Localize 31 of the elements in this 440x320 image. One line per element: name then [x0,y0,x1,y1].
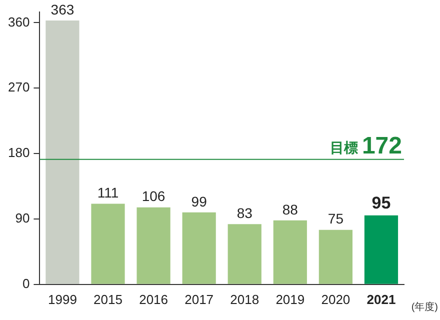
bar [136,207,170,284]
ref-line-label: 目標 172 [330,132,402,160]
y-tick-label: 90 [15,210,30,226]
bar [364,215,398,284]
x-tick-label: 2019 [276,292,305,307]
x-tick-label: 2020 [321,292,350,307]
x-tick-label: 2018 [230,292,260,307]
bar [91,204,125,284]
data-label: 99 [191,193,208,210]
x-tick-label: 2017 [184,292,214,307]
data-label: 83 [236,204,253,221]
data-label: 363 [50,1,74,18]
bar [182,212,216,284]
data-label: 111 [97,184,119,201]
bar [228,224,262,284]
x-tick-label: 2021 [366,292,396,307]
bar [46,20,80,284]
data-label: 88 [282,201,298,218]
bar [273,220,307,284]
y-tick-label: 360 [8,14,30,30]
x-axis-title: (年度) [411,300,438,313]
y-tick-label: 270 [8,80,30,95]
data-label: 75 [328,210,344,227]
y-tick-label: 180 [8,145,30,160]
y-tick-label: 0 [22,276,30,291]
x-tick-label: 2016 [139,292,168,307]
data-label: 106 [142,188,166,204]
bar [318,230,352,284]
x-tick-label: 1999 [48,292,77,307]
x-tick-label: 2015 [94,292,122,307]
data-label: 95 [372,194,391,213]
